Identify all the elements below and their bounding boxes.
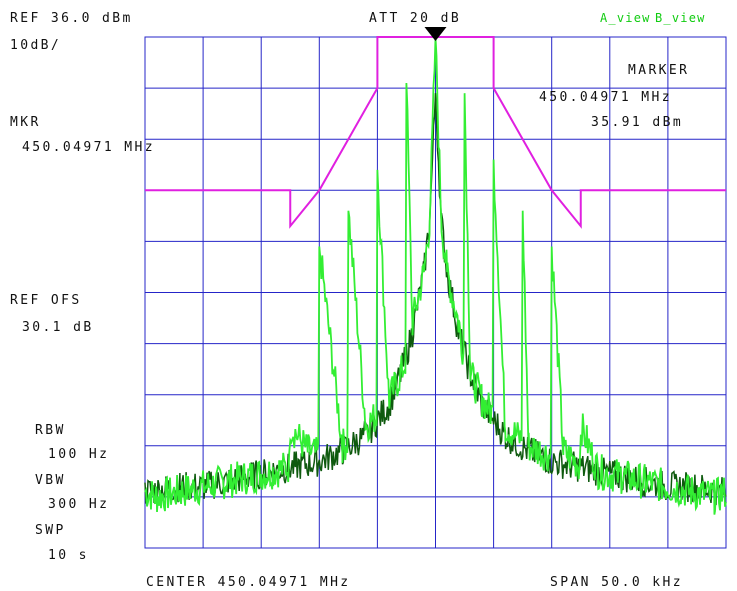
mkr-label: MKR bbox=[10, 115, 41, 130]
swp-value: 10 s bbox=[48, 548, 89, 563]
ref-level-label: REF 36.0 dBm bbox=[10, 11, 133, 26]
marker-readout-frequency: 450.04971 MHz bbox=[539, 90, 672, 105]
vbw-value: 300 Hz bbox=[48, 497, 110, 512]
span-label: SPAN 50.0 kHz bbox=[550, 575, 683, 590]
mkr-value: 450.04971 MHz bbox=[22, 140, 155, 155]
view-a-label[interactable]: A_view bbox=[600, 11, 651, 25]
rbw-label: RBW bbox=[35, 423, 66, 438]
swp-label: SWP bbox=[35, 523, 66, 538]
vbw-label: VBW bbox=[35, 473, 66, 488]
scale-label: 10dB/ bbox=[10, 38, 62, 53]
marker-readout-title: MARKER bbox=[628, 63, 690, 78]
attenuation-label: ATT 20 dB bbox=[369, 11, 462, 26]
ref-ofs-label: REF OFS bbox=[10, 293, 82, 308]
marker-readout-level: 35.91 dBm bbox=[591, 115, 684, 130]
view-b-label[interactable]: B_view bbox=[655, 11, 706, 25]
ref-ofs-value: 30.1 dB bbox=[22, 320, 94, 335]
marker-triangle-icon bbox=[424, 27, 447, 41]
center-frequency-label: CENTER 450.04971 MHz bbox=[146, 575, 351, 590]
rbw-value: 100 Hz bbox=[48, 447, 110, 462]
